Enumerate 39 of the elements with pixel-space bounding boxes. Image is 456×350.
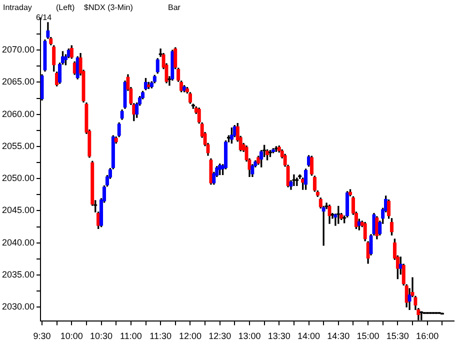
- y-tick-label: 2055.00: [2, 140, 35, 151]
- x-tick-label: 14:00: [298, 331, 320, 342]
- y-tick-label: 2045.00: [2, 205, 35, 216]
- text: $NDX (3-Min): [84, 3, 133, 13]
- y-tick-label: 2040.00: [2, 237, 35, 248]
- x-tick-label: 9:30: [33, 331, 51, 342]
- x-tick-label: 14:30: [327, 331, 350, 342]
- y-tick-label: 2065.00: [2, 76, 35, 87]
- y-tick-label: 2050.00: [2, 173, 35, 184]
- candlestick: [209, 158, 213, 185]
- x-tick-label: 16:00: [416, 331, 439, 342]
- candlestick: [292, 174, 296, 186]
- candlestick: [310, 156, 314, 176]
- candlestick: [336, 206, 340, 224]
- candlestick: [274, 146, 278, 152]
- candlestick: [295, 178, 299, 186]
- x-tick-label: 13:00: [238, 331, 261, 342]
- x-tick-label: 12:30: [208, 331, 232, 342]
- text: Bar: [168, 3, 180, 13]
- x-tick-label: 11:30: [150, 331, 172, 342]
- candlestick: [43, 40, 47, 72]
- x-tick-label: 15:30: [386, 331, 409, 342]
- y-tick-label: 2035.00: [2, 269, 35, 280]
- candlestick: [363, 222, 367, 242]
- candlestick: [120, 110, 124, 120]
- chart-title: Intraday: [3, 3, 32, 13]
- y-tick-label: 2030.00: [2, 302, 35, 312]
- x-tick-label: 13:30: [268, 331, 290, 342]
- candlestick: [156, 58, 160, 74]
- y-tick-label: 2070.00: [2, 44, 35, 55]
- x-tick-label: 12:00: [178, 331, 202, 342]
- y-tick-label: 2060.00: [2, 108, 35, 119]
- candlestick: [328, 204, 332, 224]
- x-tick-label: 10:30: [90, 331, 113, 342]
- x-tick-label: 10:00: [60, 331, 83, 342]
- x-tick-label: 15:00: [356, 331, 380, 342]
- annotation: 6/14: [36, 13, 52, 23]
- text: (Left): [56, 3, 75, 13]
- x-tick-label: 11:00: [120, 331, 142, 342]
